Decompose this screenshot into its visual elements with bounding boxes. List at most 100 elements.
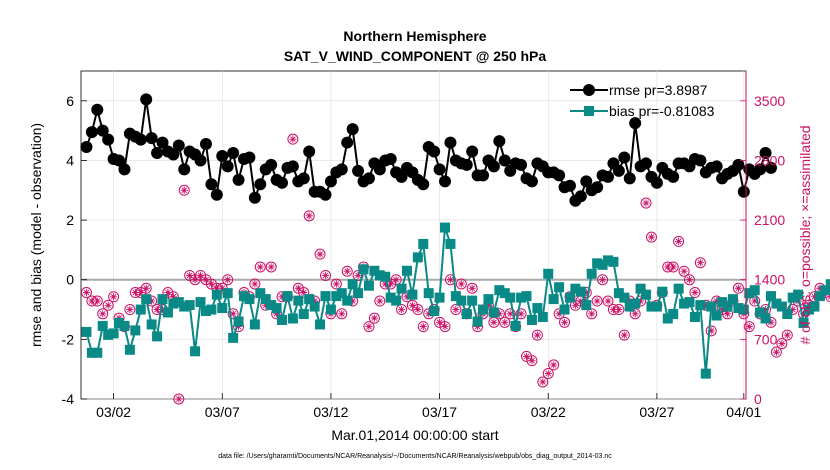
obs-count-circle xyxy=(222,274,234,286)
bias-point xyxy=(233,316,244,327)
obs-count-circle xyxy=(108,291,120,303)
rmse-point xyxy=(612,164,625,177)
obs-count-circle xyxy=(770,346,782,358)
obs-count-cross xyxy=(262,301,270,309)
bias-point xyxy=(81,326,92,337)
bias-point xyxy=(804,304,815,315)
obs-count-point xyxy=(559,316,571,328)
obs-count-circle xyxy=(124,304,136,316)
bias-point xyxy=(526,314,537,325)
obs-count-cross xyxy=(588,310,596,318)
bias-point xyxy=(228,332,239,343)
obs-count-cross xyxy=(707,327,715,335)
obs-count-cross xyxy=(300,288,308,297)
bias-point xyxy=(771,298,782,309)
obs-count-circle xyxy=(732,282,744,294)
obs-count-point xyxy=(254,261,266,273)
x-tick-label: 03/12 xyxy=(313,404,348,420)
y-axis-left-label: rmse and bias (model - observation) xyxy=(28,123,44,347)
obs-count-cross xyxy=(506,310,514,318)
rmse-point xyxy=(102,133,115,146)
obs-count-cross xyxy=(691,288,699,297)
bias-point xyxy=(211,289,222,300)
bias-point xyxy=(510,320,521,331)
obs-count-circle xyxy=(396,304,408,316)
obs-count-point xyxy=(265,261,277,273)
bias-point xyxy=(706,301,717,312)
bias-point xyxy=(358,264,369,275)
obs-count-cross xyxy=(408,301,417,309)
bias-point xyxy=(619,292,630,303)
obs-count-point xyxy=(591,295,603,307)
obs-count-cross xyxy=(397,305,406,314)
obs-count-cross xyxy=(468,284,476,292)
obs-count-cross xyxy=(457,280,465,288)
bias-point xyxy=(114,317,125,328)
bias-point xyxy=(342,295,353,306)
obs-count-circle xyxy=(303,210,315,222)
bias-point xyxy=(483,294,494,305)
obs-count-cross xyxy=(799,310,808,318)
obs-count-cross xyxy=(816,284,824,292)
obs-count-circle xyxy=(559,316,571,328)
obs-count-point xyxy=(683,274,695,286)
rmse-point xyxy=(248,191,261,204)
bias-point xyxy=(179,301,190,312)
obs-count-point xyxy=(732,282,744,294)
obs-count-point xyxy=(417,321,429,333)
bias-point xyxy=(97,320,108,331)
rmse-point xyxy=(764,161,777,174)
obs-count-point xyxy=(140,282,152,294)
obs-count-cross xyxy=(202,276,210,284)
bias-point xyxy=(206,304,217,315)
obs-count-cross xyxy=(256,263,264,271)
rmse-point xyxy=(439,175,452,188)
obs-count-cross xyxy=(794,297,802,305)
bias-point xyxy=(135,304,146,315)
obs-count-cross xyxy=(414,305,422,314)
x-tick-label: 03/07 xyxy=(205,404,240,420)
obs-count-circle xyxy=(97,308,109,320)
obs-count-circle xyxy=(597,274,609,286)
rmse-point xyxy=(373,163,386,176)
bias-point xyxy=(722,301,733,312)
rmse-point xyxy=(172,139,185,152)
rmse-point xyxy=(498,154,511,167)
obs-count-cross xyxy=(365,322,373,331)
obs-count-point xyxy=(618,329,630,341)
rmse-point xyxy=(324,175,337,188)
bias-point xyxy=(266,300,277,311)
bias-point xyxy=(532,303,543,314)
obs-count-cross xyxy=(392,276,400,284)
obs-count-circle xyxy=(689,287,701,299)
obs-count-cross xyxy=(582,288,590,297)
bias-point xyxy=(92,347,103,358)
obs-count-cross xyxy=(647,233,656,241)
rmse-point xyxy=(221,160,234,173)
bias-point xyxy=(717,297,728,308)
obs-count-cross xyxy=(289,135,297,143)
bias-point xyxy=(820,285,830,296)
obs-count-cross xyxy=(272,310,281,318)
bias-point xyxy=(195,297,206,308)
obs-count-cross xyxy=(626,297,634,305)
obs-count-cross xyxy=(452,305,460,314)
obs-count-circle xyxy=(678,265,690,277)
obs-count-point xyxy=(629,308,641,320)
obs-count-cross xyxy=(522,352,531,361)
bias-point xyxy=(727,294,738,305)
obs-count-cross xyxy=(387,280,395,288)
obs-count-cross xyxy=(723,310,732,318)
x-axis-label: Mar.01,2014 00:00:00 start xyxy=(331,427,498,443)
bias-point xyxy=(684,297,695,308)
obs-count-cross xyxy=(425,310,433,318)
obs-count-cross xyxy=(615,305,623,314)
obs-count-circle xyxy=(102,299,114,311)
obs-count-circle xyxy=(314,248,326,260)
rmse-point xyxy=(602,170,615,183)
bias-point xyxy=(755,307,766,318)
obs-count-circle xyxy=(586,308,598,320)
bias-point xyxy=(146,319,157,330)
bias-point xyxy=(119,320,130,331)
obs-count-cross xyxy=(186,271,194,280)
